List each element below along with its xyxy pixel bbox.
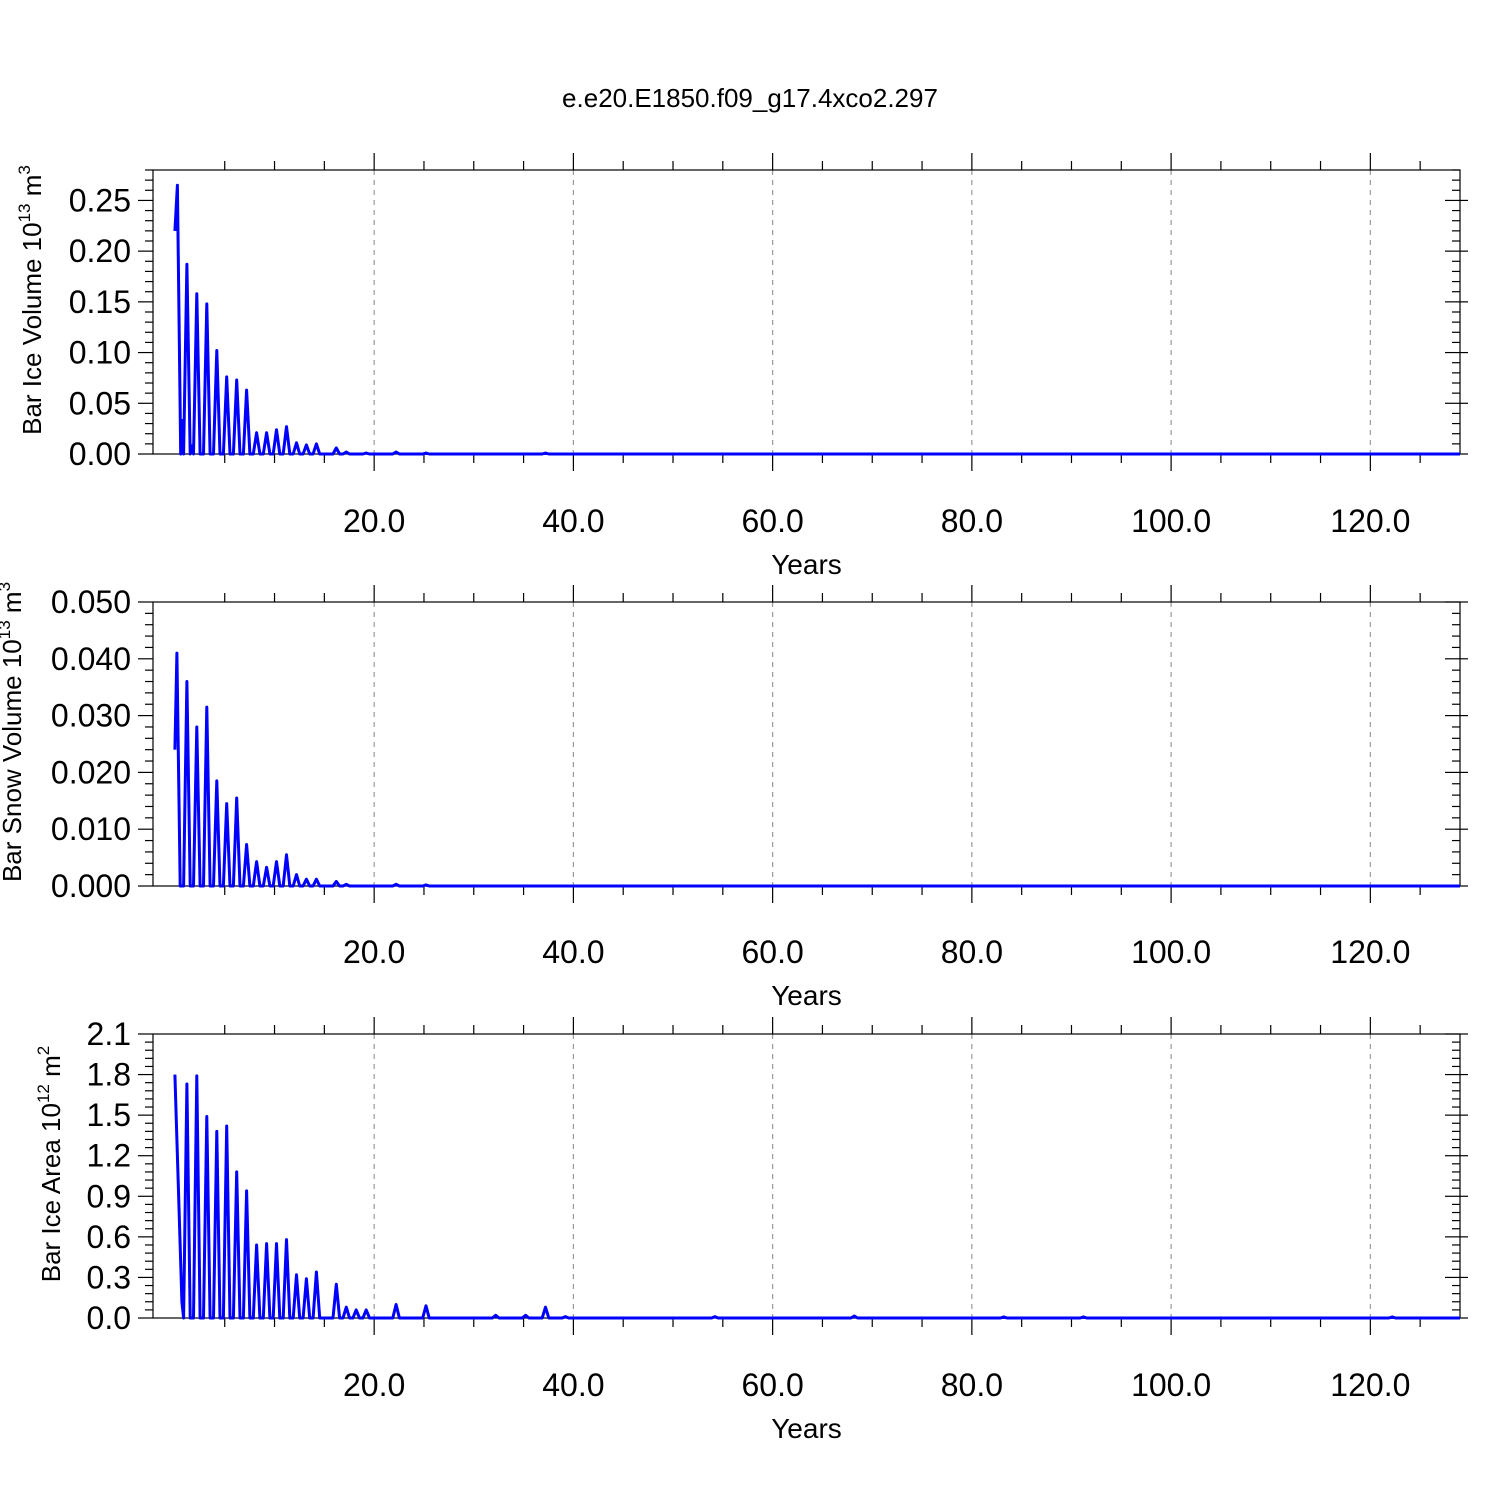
ice-area-x-tick-labels: 20.0 40.0 60.0 80.0 100.0 120.0 [343, 1367, 1410, 1403]
snow-volume-y-axis-title-main: Bar Snow Volume 10 [0, 639, 27, 882]
ice-volume-ticks [138, 153, 1468, 471]
ice-area-panel: 20.0 40.0 60.0 80.0 100.0 120.0 0.0 0.3 0.6 0.9 1… [34, 1016, 1468, 1444]
ice-area-y-axis-title-exponent: 12 [34, 1084, 53, 1103]
ice-volume-x-tick-label: 120.0 [1330, 503, 1410, 539]
snow-volume-y-tick-label: 0.020 [51, 754, 131, 790]
snow-volume-y-tick-label: 0.010 [51, 811, 131, 847]
ice-area-y-tick-label: 0.3 [87, 1259, 131, 1295]
snow-volume-x-tick-labels: 20.0 40.0 60.0 80.0 100.0 120.0 [343, 934, 1410, 970]
ice-volume-y-axis-title-unit: m [17, 175, 47, 204]
ice-area-y-axis-title-unit-exponent: 2 [34, 1046, 53, 1055]
ice-area-y-axis-title-main: Bar Ice Area 10 [36, 1103, 66, 1282]
ice-area-y-tick-label: 1.8 [87, 1057, 131, 1093]
ice-area-y-axis-title-unit: m [36, 1055, 66, 1084]
ice-area-y-tick-label: 1.5 [87, 1097, 131, 1133]
ice-area-x-tick-label: 80.0 [941, 1367, 1003, 1403]
snow-volume-grid [373, 602, 1371, 886]
figure-title: e.e20.E1850.f09_g17.4xco2.297 [562, 83, 938, 113]
snow-volume-x-tick-label: 100.0 [1131, 934, 1211, 970]
ice-area-x-tick-label: 60.0 [741, 1367, 803, 1403]
snow-volume-y-axis-title: Bar Snow Volume 1013 m3 [0, 582, 27, 882]
snow-volume-x-tick-label: 20.0 [343, 934, 405, 970]
ice-volume-panel: 20.0 40.0 60.0 80.0 100.0 120.0 0.000.050.100… [15, 153, 1468, 580]
ice-volume-x-tick-label: 80.0 [941, 503, 1003, 539]
ice-area-x-tick-label: 100.0 [1131, 1367, 1211, 1403]
ice-volume-y-tick-labels: 0.00 0.05 0.10 0.15 0.20 0.25 [69, 182, 131, 472]
ice-volume-x-tick-label: 60.0 [741, 503, 803, 539]
ice-area-y-tick-label: 1.2 [87, 1138, 131, 1174]
ice-area-x-tick-label: 120.0 [1330, 1367, 1410, 1403]
snow-volume-x-tick-label: 60.0 [741, 934, 803, 970]
snow-volume-y-axis-title-exponent: 13 [0, 620, 14, 639]
snow-volume-y-axis-title-unit-exponent: 3 [0, 582, 14, 591]
ice-volume-y-tick-label: 0.10 [69, 335, 131, 371]
ice-area-ticks [138, 1017, 1468, 1335]
snow-volume-x-tick-label: 120.0 [1330, 934, 1410, 970]
ice-volume-x-axis-title: Years [771, 549, 842, 580]
snow-volume-y-axis-title-unit: m [0, 591, 27, 620]
ice-area-x-axis-title: Years [771, 1413, 842, 1444]
ice-area-y-axis-title: Bar Ice Area 1012 m2 [34, 1046, 66, 1283]
ice-area-x-tick-label: 20.0 [343, 1367, 405, 1403]
ice-volume-x-tick-label: 20.0 [343, 503, 405, 539]
snow-volume-y-tick-label: 0.030 [51, 698, 131, 734]
ice-area-x-tick-label: 40.0 [542, 1367, 604, 1403]
ice-area-y-tick-label: 0.9 [87, 1178, 131, 1214]
ice-volume-x-tick-label: 40.0 [542, 503, 604, 539]
snow-volume-series-line [173, 651, 1460, 888]
snow-volume-y-tick-labels: 0.000 0.010 0.020 0.030 0.040 0.050 [51, 584, 131, 904]
ice-volume-y-axis-title-main: Bar Ice Volume 10 [17, 222, 47, 434]
ice-volume-y-tick-label: 0.20 [69, 233, 131, 269]
ice-area-y-tick-label: 0.0 [87, 1300, 131, 1336]
ice-volume-x-tick-labels: 20.0 40.0 60.0 80.0 100.0 120.0 [343, 503, 1410, 539]
snow-volume-y-tick-label: 0.000 [51, 868, 131, 904]
snow-volume-x-tick-label: 80.0 [941, 934, 1003, 970]
ice-volume-x-tick-label: 100.0 [1131, 503, 1211, 539]
snow-volume-y-tick-label: 0.050 [51, 584, 131, 620]
ice-volume-y-tick-label: 0.00 [69, 436, 131, 472]
ice-volume-y-axis-title-unit-exponent: 3 [15, 165, 34, 174]
ice-volume-y-tick-label: 0.05 [69, 385, 131, 421]
snow-volume-ticks [138, 585, 1468, 903]
ice-volume-y-axis-title: Bar Ice Volume 1013 m3 [15, 165, 47, 435]
ice-volume-grid [373, 170, 1371, 454]
ice-volume-y-tick-label: 0.25 [69, 182, 131, 218]
ice-volume-y-axis-title-exponent: 13 [15, 203, 34, 222]
snow-volume-x-axis-title: Years [771, 980, 842, 1011]
ice-volume-series-line [173, 183, 1460, 456]
ice-area-grid [373, 1034, 1371, 1318]
snow-volume-x-tick-label: 40.0 [542, 934, 604, 970]
snow-volume-y-tick-label: 0.040 [51, 641, 131, 677]
ice-volume-y-tick-label: 0.15 [69, 284, 131, 320]
snow-volume-panel: 20.0 40.0 60.0 80.0 100.0 120.0 0.0000.0100.0… [0, 582, 1468, 1011]
ice-area-y-tick-label: 0.6 [87, 1219, 131, 1255]
ice-area-y-tick-labels: 0.0 0.3 0.6 0.9 1.2 1.5 1.8 2.1 [87, 1016, 131, 1336]
ice-area-series-line [173, 1074, 1460, 1320]
ice-area-y-tick-label: 2.1 [87, 1016, 131, 1052]
